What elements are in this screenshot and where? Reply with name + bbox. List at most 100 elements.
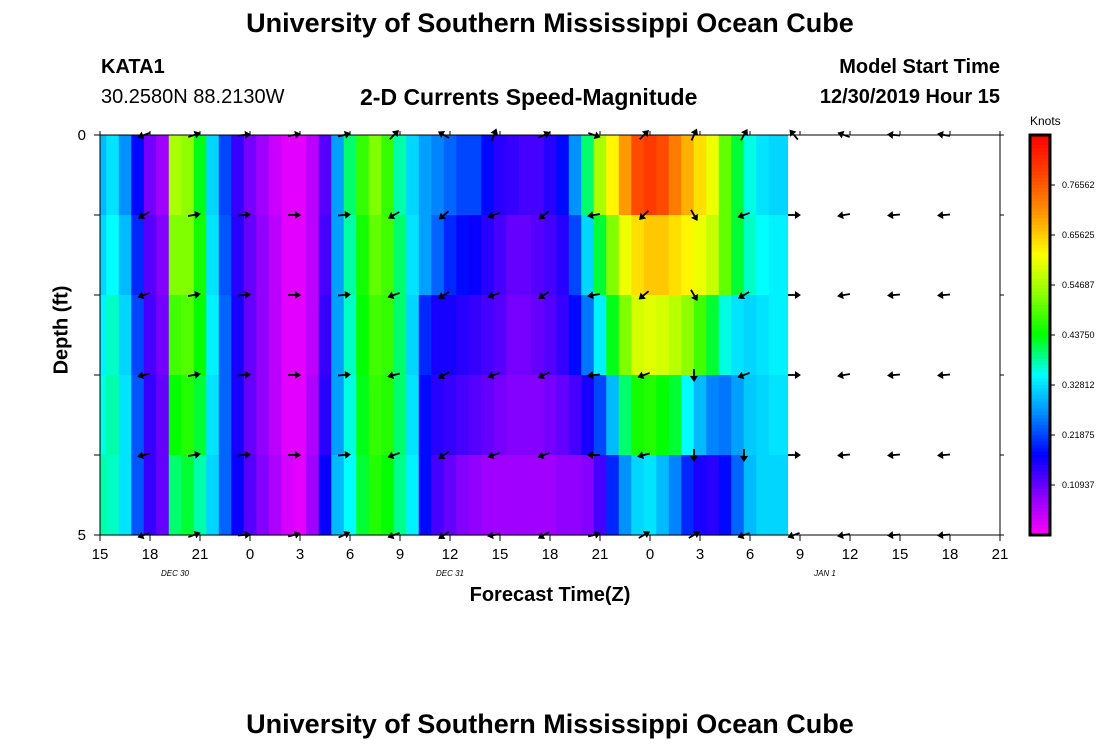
heatmap-cell	[668, 135, 682, 216]
heatmap-cell	[606, 375, 620, 456]
colorbar-segment	[1030, 375, 1050, 379]
heatmap-cell	[668, 215, 682, 296]
vector-head	[387, 291, 395, 300]
current-vector-arrow	[137, 451, 151, 460]
heatmap-cell	[581, 455, 595, 536]
heatmap-cell	[568, 135, 582, 216]
current-vector-arrow	[487, 291, 500, 300]
heatmap-cell	[431, 135, 445, 216]
vector-head	[538, 212, 546, 220]
vector-head	[837, 211, 844, 220]
heatmap-cell	[381, 455, 395, 536]
heatmap-cell	[118, 455, 132, 536]
current-vector-arrow	[187, 370, 201, 379]
colorbar-segment	[1030, 325, 1050, 329]
heatmap-cell	[656, 215, 670, 296]
colorbar-segment	[1030, 498, 1050, 503]
heatmap-cell	[693, 375, 707, 456]
heatmap-cell	[306, 375, 320, 456]
heatmap-cell	[456, 215, 470, 296]
heatmap-cell	[343, 215, 357, 296]
colorbar-segment	[1030, 388, 1050, 393]
heatmap-cell	[456, 295, 470, 376]
heatmap-cell	[218, 295, 232, 376]
colorbar-segment	[1030, 211, 1050, 216]
heatmap-cell	[243, 295, 257, 376]
heatmap-cell	[693, 215, 707, 296]
heatmap-cell	[718, 455, 732, 536]
heatmap-cell	[731, 375, 745, 456]
heatmap-cell	[100, 295, 107, 376]
heatmap-cell	[268, 455, 282, 536]
heatmap-cell	[181, 455, 195, 536]
heatmap-cell	[318, 375, 332, 456]
colorbar-segment	[1030, 525, 1050, 529]
heatmap-cell	[318, 455, 332, 536]
x-axis-label: Forecast Time(Z)	[469, 584, 631, 606]
date-label: JAN 1	[813, 569, 836, 578]
y-tick-label: 5	[78, 527, 86, 544]
vector-head	[741, 128, 748, 137]
heatmap-cell	[631, 295, 645, 376]
heatmap-cell	[656, 455, 670, 536]
heatmap-cell	[556, 135, 570, 216]
vector-head	[690, 376, 698, 382]
heatmap-cell	[306, 295, 320, 376]
heatmap-cell	[106, 215, 120, 296]
colorbar-segment	[1030, 308, 1050, 313]
vector-head	[937, 291, 944, 300]
vector-head	[487, 371, 495, 380]
heatmap-cell	[493, 215, 507, 296]
heatmap-cell	[393, 215, 407, 296]
heatmap-cells	[100, 135, 789, 536]
heatmap-cell	[168, 215, 182, 296]
current-vector-arrow	[937, 211, 951, 220]
heatmap-cell	[100, 375, 107, 456]
colorbar-segment	[1030, 188, 1050, 193]
colorbar-segment	[1030, 198, 1050, 203]
heatmap-cell	[131, 135, 145, 216]
heatmap-cell	[381, 295, 395, 376]
current-vector-arrow	[387, 451, 400, 460]
colorbar-segment	[1030, 295, 1050, 299]
current-vector-arrow	[788, 371, 801, 379]
heatmap-cell	[643, 215, 657, 296]
heatmap-cell	[468, 295, 482, 376]
colorbar-segment	[1030, 358, 1050, 363]
heatmap-cell	[168, 295, 182, 376]
current-vector-arrow	[690, 289, 698, 302]
heatmap-cell	[343, 295, 357, 376]
heatmap-cell	[518, 455, 532, 536]
colorbar-segment	[1030, 425, 1050, 429]
colorbar-segment	[1030, 161, 1050, 166]
vector-head	[690, 456, 698, 462]
heatmap-cell	[306, 215, 320, 296]
heatmap-cell	[481, 375, 495, 456]
colorbar-segment	[1030, 165, 1050, 169]
colorbar-segment	[1030, 455, 1050, 459]
chart-title: University of Southern Mississippi Ocean…	[246, 8, 854, 38]
heatmap-cell	[493, 295, 507, 376]
heatmap-cell	[368, 215, 382, 296]
heatmap-cell	[106, 295, 120, 376]
heatmap-cell	[118, 375, 132, 456]
vector-head	[637, 451, 645, 460]
x-tick-label: 15	[92, 546, 109, 563]
heatmap-cell	[193, 135, 207, 216]
heatmap-cell	[568, 295, 582, 376]
colorbar-segment	[1030, 381, 1050, 386]
heatmap-cell	[556, 215, 570, 296]
heatmap-cell	[256, 455, 270, 536]
vector-head	[387, 451, 395, 460]
current-vector-arrow	[537, 451, 550, 460]
heatmap-cell	[481, 455, 495, 536]
heatmap-cell	[256, 215, 270, 296]
current-vector-arrow	[737, 211, 750, 220]
colorbar-segment	[1030, 351, 1050, 356]
current-vector-arrow	[887, 291, 901, 300]
current-vector-arrow	[887, 451, 901, 460]
current-vector-arrow	[737, 291, 750, 299]
colorbar-segment	[1030, 481, 1050, 486]
heatmap-cell	[331, 135, 345, 216]
